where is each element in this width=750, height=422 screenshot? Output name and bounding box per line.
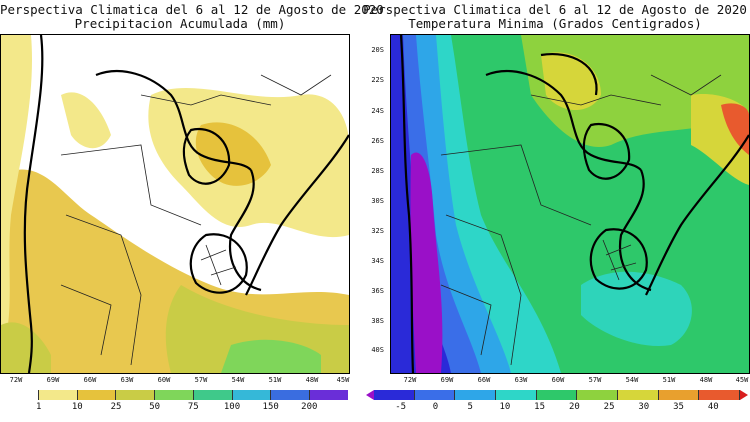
colorbar-segment — [232, 390, 272, 400]
legend-label: 1 — [35, 402, 42, 412]
legend-label: 5 — [467, 402, 473, 412]
colorbar-segment — [0, 390, 39, 400]
lon-label: 63W — [514, 376, 528, 384]
temp-colorbar-labels: -5 0 5 10 15 20 25 30 35 40 — [366, 402, 748, 414]
colorbar-segment — [193, 390, 233, 400]
lat-label: 26S — [371, 137, 384, 145]
lon-label: 60W — [157, 376, 171, 384]
colorbar-segment — [455, 390, 497, 400]
colorbar-segment — [374, 390, 415, 400]
lon-label: 45W — [735, 376, 749, 384]
legend-label: 10 — [71, 402, 83, 412]
legend-label: 15 — [534, 402, 546, 412]
legend-label: 200 — [301, 402, 318, 412]
lon-label: 66W — [83, 376, 97, 384]
legend-label: 0 — [432, 402, 439, 412]
lon-label: 57W — [588, 376, 602, 384]
precipitation-map — [0, 34, 350, 374]
lon-label: 57W — [194, 376, 208, 384]
colorbar-segment — [116, 390, 156, 400]
precip-colorbar — [0, 390, 349, 400]
legend-label: 20 — [568, 402, 580, 412]
colorbar-segment — [155, 390, 194, 400]
lon-label: 51W — [662, 376, 676, 384]
legend-label: 75 — [187, 402, 199, 412]
lon-label: 66W — [477, 376, 491, 384]
legend-label: 50 — [149, 402, 161, 412]
colorbar-segment — [38, 390, 78, 400]
temperature-panel: Perspectiva Climatica del 6 al 12 de Ago… — [360, 0, 750, 422]
colorbar-segment — [618, 390, 659, 400]
lon-label: 51W — [268, 376, 282, 384]
temp-latitude-axis: 20S 22S 24S 26S 28S 30S 32S 34S 36S 38S … — [360, 34, 388, 372]
colorbar-min-arrow — [366, 390, 374, 400]
legend-label: 25 — [603, 402, 615, 412]
lat-label: 28S — [371, 167, 384, 175]
lat-label: 32S — [371, 227, 384, 235]
legend-label: 30 — [638, 402, 650, 412]
lat-label: 30S — [371, 197, 384, 205]
colorbar-segment — [699, 390, 741, 400]
colorbar-segment — [577, 390, 619, 400]
precip-title: Perspectiva Climatica del 6 al 12 de Ago… — [0, 2, 384, 17]
legend-label: 35 — [673, 402, 684, 412]
lat-label: 20S — [371, 46, 384, 54]
lon-label: 69W — [46, 376, 60, 384]
lat-label: 38S — [371, 317, 384, 325]
colorbar-segment — [414, 390, 456, 400]
temp-longitude-axis: 72W 69W 66W 63W 60W 57W 54W 51W 48W 45W — [390, 376, 750, 386]
lat-label: 22S — [371, 76, 384, 84]
legend-label: -5 — [395, 402, 407, 412]
colorbar-segment — [271, 390, 311, 400]
legend-label: 10 — [499, 402, 511, 412]
colorbar-max-arrow — [740, 390, 749, 400]
lon-label: 72W — [403, 376, 417, 384]
colorbar-segment — [77, 390, 117, 400]
temperature-map — [390, 34, 750, 374]
legend-label: 40 — [707, 402, 719, 412]
lat-label: 40S — [371, 346, 384, 354]
lon-label: 54W — [625, 376, 639, 384]
colorbar-segment — [310, 390, 349, 400]
lon-label: 54W — [231, 376, 245, 384]
precip-subtitle: Precipitacion Acumulada (mm) — [74, 16, 286, 31]
lon-label: 63W — [120, 376, 134, 384]
lon-label: 60W — [551, 376, 565, 384]
legend-label: 25 — [110, 402, 122, 412]
lon-label: 45W — [336, 376, 350, 384]
precip-longitude-axis: 72W 69W 66W 63W 60W 57W 54W 51W 48W 45W — [0, 376, 350, 386]
temp-title: Perspectiva Climatica del 6 al 12 de Ago… — [363, 2, 747, 17]
precip-colorbar-labels: 1 10 25 50 75 100 150 200 — [0, 402, 348, 414]
lat-label: 34S — [371, 257, 384, 265]
colorbar-segment — [536, 390, 578, 400]
lon-label: 48W — [305, 376, 319, 384]
lat-label: 36S — [371, 287, 384, 295]
lon-label: 48W — [699, 376, 713, 384]
lon-label: 72W — [9, 376, 23, 384]
precipitation-panel: Perspectiva Climatica del 6 al 12 de Ago… — [0, 0, 384, 422]
temp-colorbar — [366, 390, 749, 400]
colorbar-segment — [496, 390, 537, 400]
legend-label: 100 — [223, 402, 241, 412]
legend-label: 150 — [262, 402, 279, 412]
lat-label: 24S — [371, 107, 384, 115]
colorbar-segment — [658, 390, 700, 400]
lon-label: 69W — [440, 376, 454, 384]
temp-subtitle: Temperatura Minima (Grados Centigrados) — [408, 16, 702, 31]
